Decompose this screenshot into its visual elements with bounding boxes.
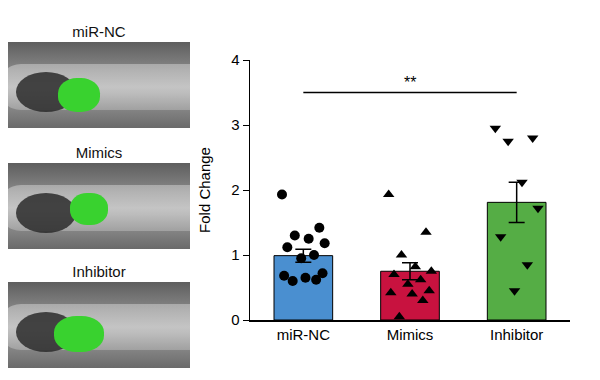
svg-text:4: 4 bbox=[231, 51, 239, 68]
svg-text:2: 2 bbox=[231, 181, 239, 198]
svg-text:1: 1 bbox=[231, 246, 239, 263]
svg-text:miR-NC: miR-NC bbox=[277, 326, 330, 343]
html-text:Mimics: Mimics bbox=[75, 144, 123, 161]
svg-text:Mimics: Mimics bbox=[387, 326, 434, 343]
svg-text:0: 0 bbox=[231, 311, 239, 328]
svg-text:Inhibitor: Inhibitor bbox=[490, 326, 543, 343]
html-text:miR-NC: miR-NC bbox=[72, 23, 126, 40]
html-text:Inhibitor: Inhibitor bbox=[72, 263, 126, 280]
svg-text:3: 3 bbox=[231, 116, 239, 133]
svg-text:**: ** bbox=[404, 74, 416, 91]
svg-text:Fold Change: Fold Change bbox=[196, 147, 213, 233]
